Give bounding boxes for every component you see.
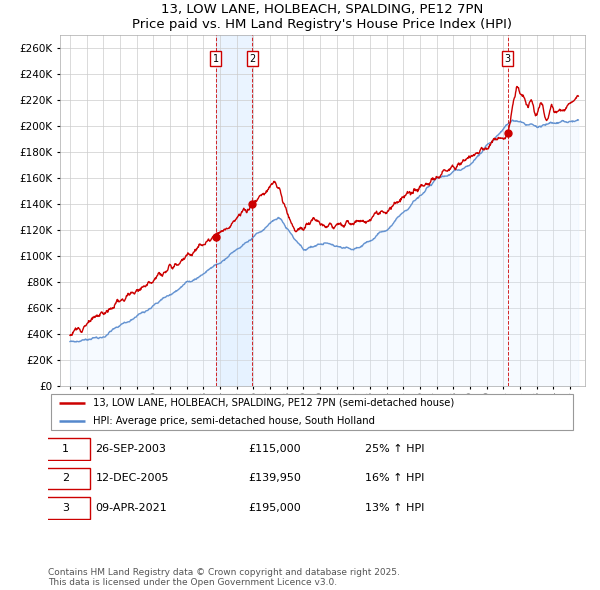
Text: 13, LOW LANE, HOLBEACH, SPALDING, PE12 7PN (semi-detached house): 13, LOW LANE, HOLBEACH, SPALDING, PE12 7…	[93, 398, 454, 408]
Text: £139,950: £139,950	[248, 474, 302, 483]
Text: 3: 3	[62, 503, 69, 513]
Text: 2: 2	[62, 474, 69, 483]
Text: 1: 1	[212, 54, 219, 64]
Text: 12-DEC-2005: 12-DEC-2005	[95, 474, 169, 483]
Text: £195,000: £195,000	[248, 503, 301, 513]
Text: 2: 2	[250, 54, 256, 64]
Bar	[215, 35, 253, 386]
FancyBboxPatch shape	[40, 497, 90, 519]
Text: 16% ↑ HPI: 16% ↑ HPI	[365, 474, 424, 483]
Text: 13% ↑ HPI: 13% ↑ HPI	[365, 503, 424, 513]
Text: 26-SEP-2003: 26-SEP-2003	[95, 444, 166, 454]
Text: Contains HM Land Registry data © Crown copyright and database right 2025.
This d: Contains HM Land Registry data © Crown c…	[48, 568, 400, 587]
FancyBboxPatch shape	[50, 394, 574, 430]
FancyBboxPatch shape	[40, 438, 90, 460]
Text: £115,000: £115,000	[248, 444, 301, 454]
FancyBboxPatch shape	[40, 468, 90, 489]
Text: 25% ↑ HPI: 25% ↑ HPI	[365, 444, 424, 454]
Title: 13, LOW LANE, HOLBEACH, SPALDING, PE12 7PN
Price paid vs. HM Land Registry's Hou: 13, LOW LANE, HOLBEACH, SPALDING, PE12 7…	[133, 4, 512, 31]
Text: HPI: Average price, semi-detached house, South Holland: HPI: Average price, semi-detached house,…	[93, 416, 375, 426]
Text: 3: 3	[505, 54, 511, 64]
Text: 1: 1	[62, 444, 69, 454]
Text: 09-APR-2021: 09-APR-2021	[95, 503, 167, 513]
